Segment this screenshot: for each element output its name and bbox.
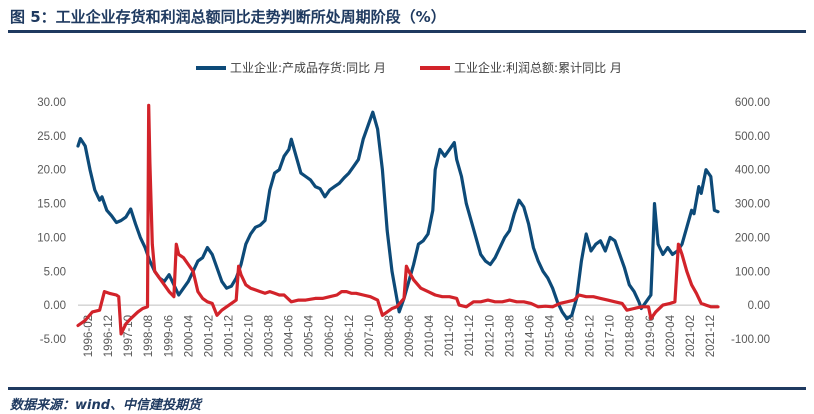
x-axis-tick-label: 2002-10 [244, 315, 256, 357]
top-divider [8, 30, 806, 33]
legend: 工业企业:产成品存货:同比 月 工业企业:利润总额:累计同比 月 [196, 60, 622, 75]
x-axis-tick-label: 2005-04 [304, 314, 316, 357]
source-note: 数据来源：wind、中信建投期货 [10, 398, 202, 413]
right-axis-tick-label: 0.00 [748, 300, 770, 312]
x-axis-tick-label: 1996-12 [103, 315, 115, 357]
x-axis-tick-label: 2006-12 [344, 315, 356, 357]
series-line-profit [76, 103, 720, 336]
x-axis-tick-label: 2003-08 [264, 315, 276, 357]
series-group [76, 103, 720, 336]
x-axis-tick-label: 2018-08 [625, 315, 637, 357]
x-axis-tick-label: 2010-04 [424, 314, 436, 357]
x-axis-tick-label: 2000-04 [183, 314, 195, 357]
x-axis-tick-label: 2016-02 [565, 315, 577, 357]
right-axis-ticks: -100.00 0.00 100.00 200.00 300.00 400.00 500.0… [731, 97, 770, 346]
x-axis-tick-label: 1998-08 [143, 315, 155, 357]
x-axis-tick-label: 2009-06 [404, 315, 416, 357]
right-axis-tick-label: 400.00 [735, 165, 770, 177]
left-axis-tick-label: 5.00 [44, 266, 66, 278]
legend-label-profit: 工业企业:利润总额:累计同比 月 [454, 60, 622, 75]
x-axis-tick-label: 2014-06 [524, 315, 536, 357]
x-axis-tick-label: 2004-06 [284, 315, 296, 357]
x-axis-tick-label: 1999-06 [163, 315, 175, 357]
x-axis-tick-label: 2008-08 [384, 315, 396, 357]
left-axis-tick-label: 20.00 [37, 165, 66, 177]
right-axis-tick-label: 500.00 [735, 131, 770, 143]
right-axis-tick-label: 600.00 [735, 97, 770, 109]
right-axis-tick-label: 200.00 [735, 232, 770, 244]
left-axis-tick-label: -5.00 [40, 334, 66, 346]
x-axis-tick-label: 2007-10 [364, 315, 376, 357]
left-axis-tick-label: 10.00 [37, 232, 66, 244]
x-axis-tick-label: 2001-02 [203, 315, 215, 357]
x-axis-tick-label: 2019-06 [645, 315, 657, 357]
x-axis-tick-label: 2021-02 [685, 315, 697, 357]
left-axis-tick-label: 25.00 [37, 131, 66, 143]
right-axis-tick-label: -100.00 [731, 334, 770, 346]
line-chart: 工业企业:产成品存货:同比 月 工业企业:利润总额:累计同比 月 -5.00 0.… [37, 60, 770, 357]
left-axis-tick-label: 30.00 [37, 97, 66, 109]
x-axis-tick-label: 2012-10 [484, 315, 496, 357]
x-axis-tick-label: 2001-12 [223, 315, 235, 357]
x-axis: 1996-02 1996-12 1997-10 1998-08 1999-06 2000-… [78, 304, 718, 357]
x-axis-tick-label: 2020-04 [665, 314, 677, 357]
left-axis-tick-label: 0.00 [44, 300, 66, 312]
x-axis-tick-label: 2013-08 [504, 315, 516, 357]
x-axis-tick-label: 2011-02 [444, 315, 456, 356]
x-axis-tick-label: 1996-02 [83, 315, 95, 357]
x-axis-tick-label: 2006-02 [324, 315, 336, 357]
right-axis-tick-label: 300.00 [735, 199, 770, 211]
chart-title: 图 5：工业企业存货和利润总额同比走势判断所处周期阶段（%） [10, 8, 446, 26]
legend-label-inventory: 工业企业:产成品存货:同比 月 [230, 60, 386, 75]
x-axis-tick-label: 2011-12 [464, 315, 476, 356]
bottom-divider [8, 387, 806, 390]
x-axis-tick-label: 2015-04 [544, 314, 556, 357]
x-axis-tick-label: 2021-12 [705, 315, 717, 357]
x-axis-tick-label: 2017-10 [605, 315, 617, 357]
x-axis-tick-label: 2016-12 [585, 315, 597, 357]
right-axis-tick-label: 100.00 [735, 266, 770, 278]
left-axis-tick-label: 15.00 [37, 199, 66, 211]
left-axis-ticks: -5.00 0.00 5.00 10.00 15.00 20.00 25.00 30.00 [37, 97, 66, 346]
